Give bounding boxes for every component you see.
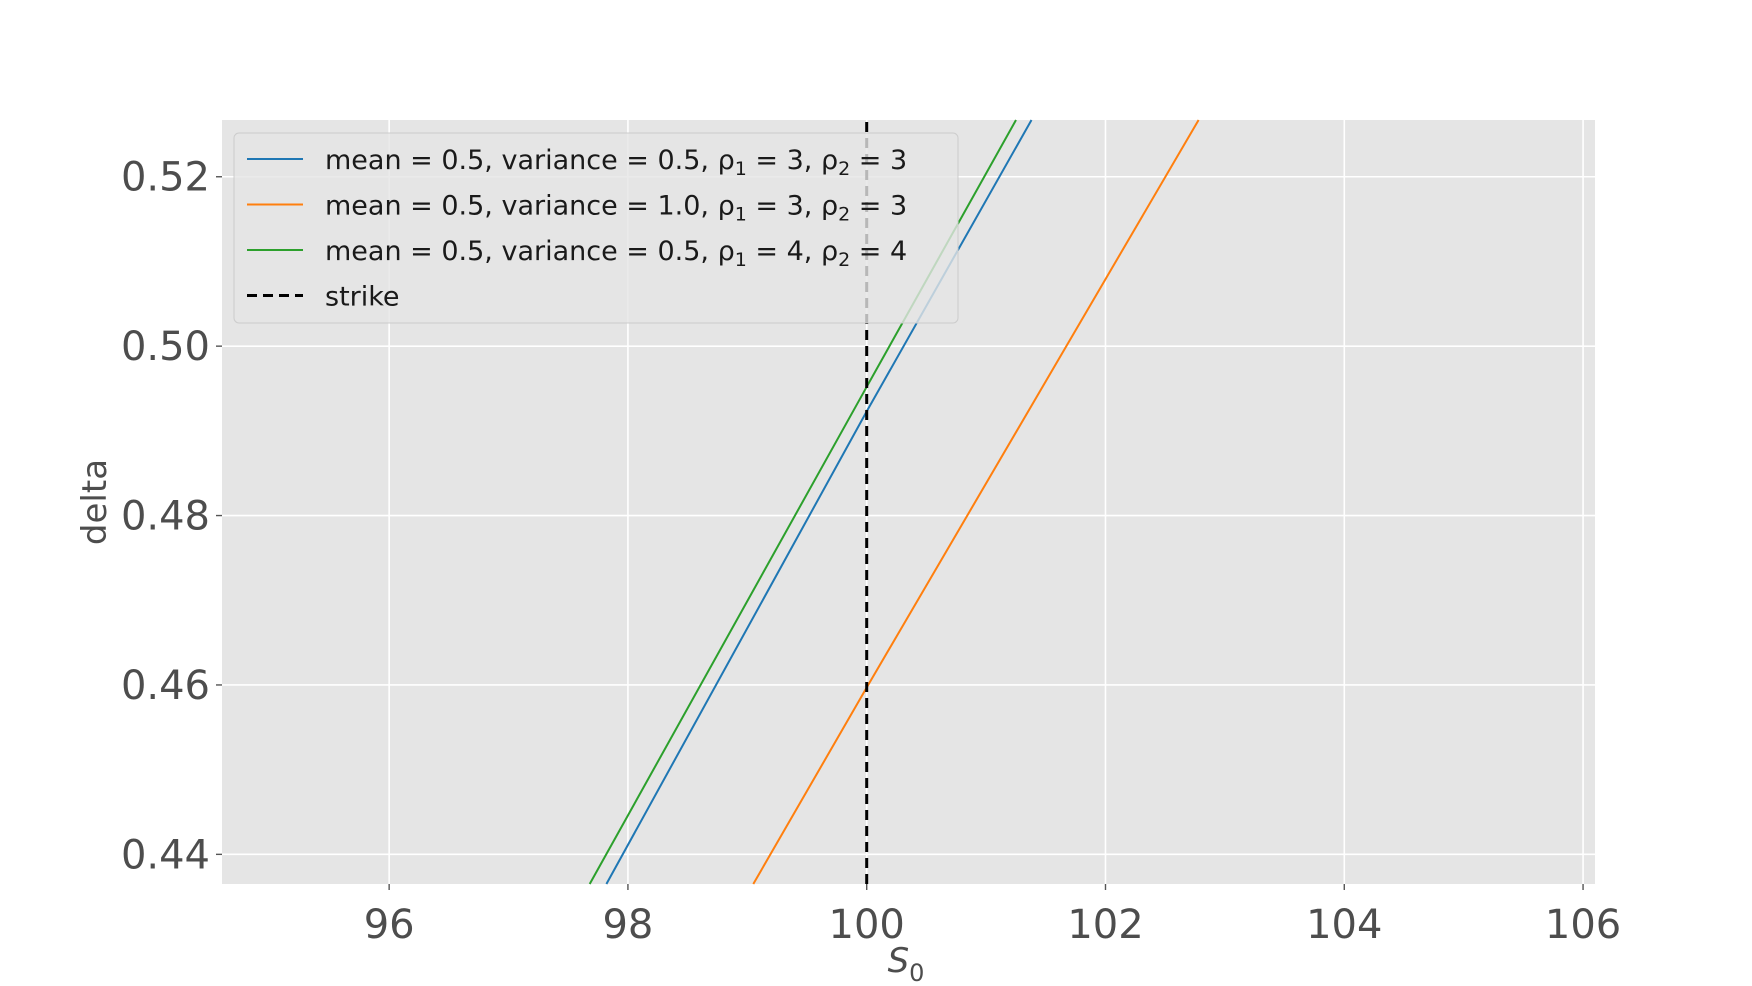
legend-entry: mean = 0.5, variance = 1.0, ρ1 = 3, ρ2 =… xyxy=(325,191,907,226)
ticks: 96 98 100 102 104 106 0.44 0.46 0.48 0.50 0.52 xyxy=(121,155,1621,948)
x-axis-label: S0 xyxy=(888,941,925,986)
x-tick-label: 104 xyxy=(1306,902,1382,948)
legend: mean = 0.5, variance = 0.5, ρ1 = 3, ρ2 =… xyxy=(233,132,959,324)
x-tick-label: 100 xyxy=(829,902,905,948)
x-tick-label: 98 xyxy=(602,902,653,948)
y-axis-label: delta xyxy=(75,459,115,545)
x-tick-label: 106 xyxy=(1545,902,1621,948)
y-tick-label: 0.44 xyxy=(121,832,210,878)
legend-entry: mean = 0.5, variance = 0.5, ρ1 = 3, ρ2 =… xyxy=(325,145,907,180)
y-tick-label: 0.46 xyxy=(121,663,210,709)
series-layer xyxy=(588,119,1200,885)
x-tick-label: 102 xyxy=(1067,902,1143,948)
y-tick-label: 0.50 xyxy=(121,324,210,370)
y-tick-label: 0.48 xyxy=(121,494,210,540)
legend-entry: strike xyxy=(325,282,400,313)
x-tick-label: 96 xyxy=(364,902,415,948)
legend-entry: mean = 0.5, variance = 0.5, ρ1 = 4, ρ2 =… xyxy=(325,236,907,271)
y-tick-label: 0.52 xyxy=(121,155,210,201)
legend-box xyxy=(233,132,959,324)
